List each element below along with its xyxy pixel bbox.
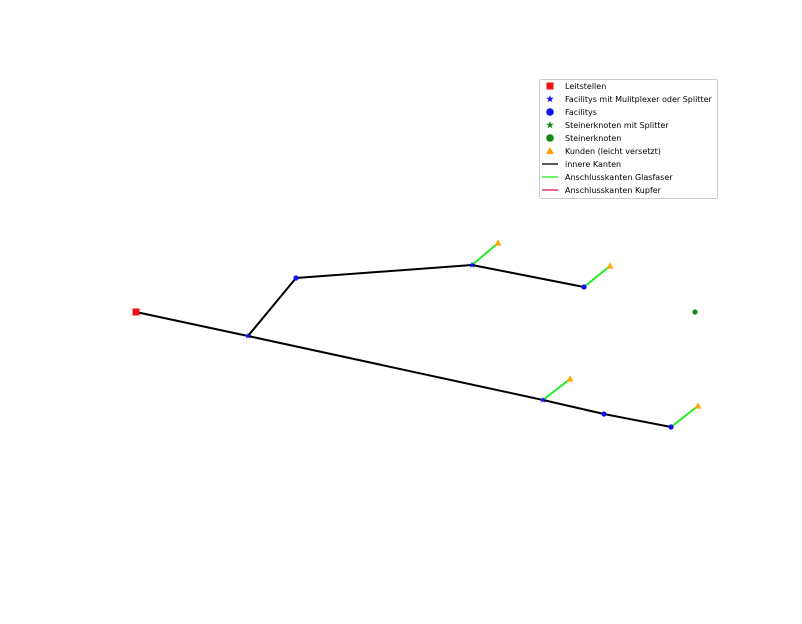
legend-label: Anschlusskanten Kupfer (565, 186, 662, 195)
legend-marker-triangle (546, 147, 554, 154)
inner-edge (471, 264, 585, 288)
inner-edge (135, 311, 249, 337)
legend-entry-kupfer: Anschlusskanten Kupfer (542, 186, 662, 195)
legend-label: Anschlusskanten Glasfaser (565, 173, 673, 182)
legend-label: Facilitys mit Mulitplexer oder Splitter (565, 95, 713, 104)
legend-marker-star (546, 121, 554, 129)
legend: Leitstellen Facilitys mit Mulitplexer od… (539, 79, 718, 199)
customer-node (694, 402, 702, 409)
steiner-node (692, 309, 698, 315)
fiber-edge (542, 378, 571, 401)
fiber-edge (670, 405, 699, 428)
customer-node (606, 262, 614, 269)
fiber-edge (583, 265, 611, 288)
customer-node (494, 239, 502, 246)
edges-layer (135, 242, 699, 428)
legend-label: Steinerknoten (565, 134, 621, 143)
facility-node (668, 424, 674, 430)
inner-edge (295, 264, 473, 279)
legend-entry-facility-splitter: Facilitys mit Mulitplexer oder Splitter (546, 95, 713, 104)
legend-entries: Leitstellen Facilitys mit Mulitplexer od… (542, 82, 713, 195)
legend-label: Steinerknoten mit Splitter (565, 121, 669, 130)
fiber-edge (471, 242, 499, 266)
legend-entry-glasfaser: Anschlusskanten Glasfaser (542, 173, 673, 182)
legend-entry-kunden: Kunden (leicht versetzt) (546, 147, 661, 156)
legend-marker-circle (546, 134, 554, 142)
facility-node (581, 284, 587, 290)
legend-marker-square (546, 82, 554, 90)
facility-splitter-node (468, 261, 476, 268)
legend-entry-steiner-splitter: Steinerknoten mit Splitter (546, 121, 669, 130)
legend-marker-circle (546, 108, 554, 116)
legend-entry-leitstellen: Leitstellen (546, 82, 606, 91)
inner-edge (247, 277, 297, 337)
legend-frame (539, 79, 718, 199)
legend-entry-facilitys: Facilitys (546, 108, 597, 117)
facility-splitter-node (539, 396, 547, 403)
legend-label: innere Kanten (565, 160, 621, 169)
facility-node (293, 275, 299, 281)
legend-entry-innere-kanten: innere Kanten (542, 160, 621, 169)
legend-label: Leitstellen (565, 82, 606, 91)
inner-edge (247, 335, 544, 401)
nodes-layer (132, 239, 702, 430)
leitstelle-node (132, 308, 140, 316)
customer-node (566, 375, 574, 382)
facility-node (601, 411, 607, 417)
legend-label: Facilitys (565, 108, 597, 117)
inner-edge (603, 413, 672, 428)
legend-marker-star (546, 95, 554, 103)
legend-entry-steinerknoten: Steinerknoten (546, 134, 621, 143)
inner-edge (542, 399, 605, 415)
facility-splitter-node (244, 332, 252, 339)
legend-label: Kunden (leicht versetzt) (565, 147, 661, 156)
